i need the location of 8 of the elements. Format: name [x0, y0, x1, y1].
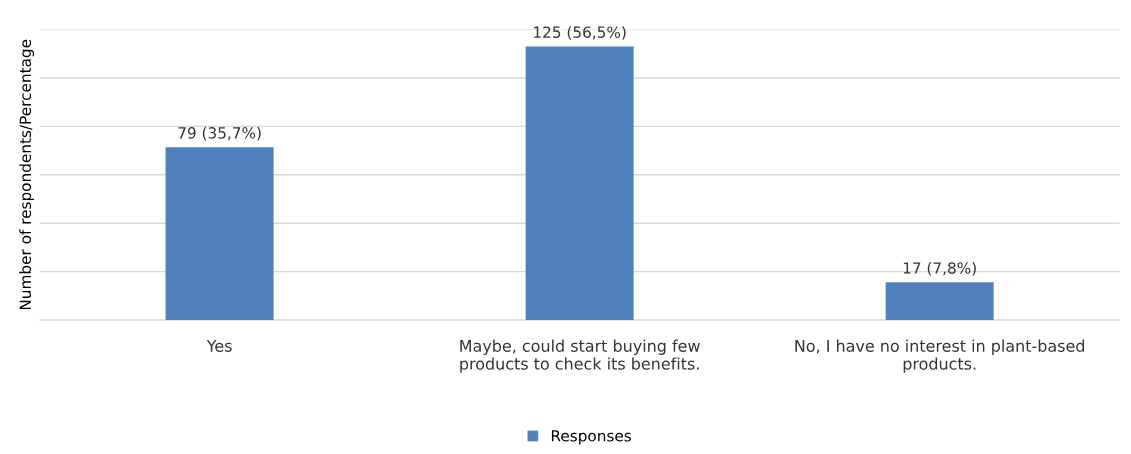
y-axis-title: Number of respondents/Percentage: [19, 39, 35, 310]
x-tick-label: No, I have no interest in plant-based products.: [795, 339, 1085, 373]
x-tick-label: Maybe, could start buying few products to check its benefits.: [460, 339, 700, 373]
x-tick-label: Yes: [206, 340, 232, 352]
data-label: 17 (7,8%): [903, 261, 976, 276]
data-label: 125 (56,5%): [534, 26, 626, 40]
data-label: 79 (35,7%): [178, 126, 261, 141]
legend-label: Responses: [551, 430, 632, 445]
